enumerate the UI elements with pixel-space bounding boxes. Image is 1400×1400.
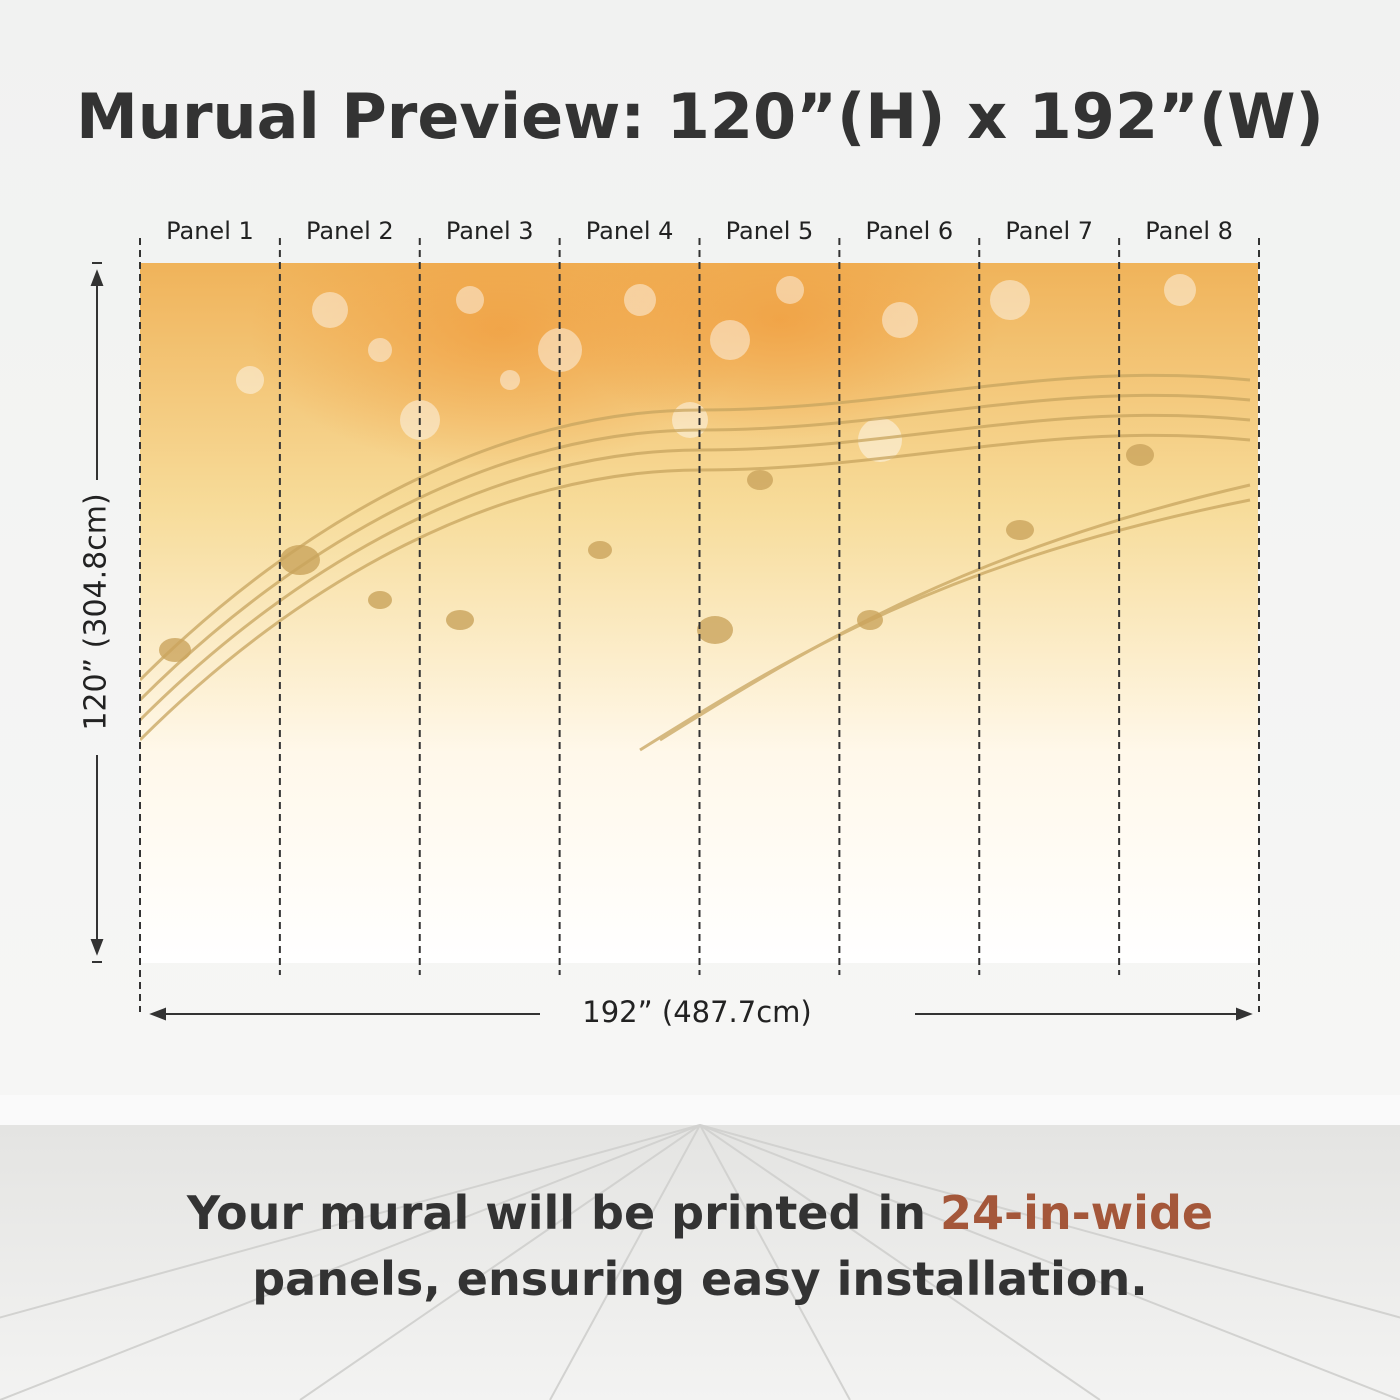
height-arrow: [90, 262, 104, 963]
panel-labels: Panel 1 Panel 2 Panel 3 Panel 4 Panel 5 Panel…: [166, 217, 1233, 245]
panel-label: Panel 6: [865, 217, 953, 245]
width-label: 192” (487.7cm): [582, 995, 811, 1029]
floor-planks: [0, 1124, 1400, 1400]
mural: [140, 263, 1258, 963]
footer-highlight: 24-in-wide: [939, 1186, 1214, 1240]
panel-label: Panel 5: [726, 217, 814, 245]
panel-dividers: [139, 238, 1260, 1012]
panel-label: Panel 7: [1005, 217, 1093, 245]
panel-label: Panel 4: [586, 217, 674, 245]
footer: Your mural will be printed in 24-in-wide …: [0, 1180, 1400, 1312]
footer-line: Your mural will be printed in 24-in-wide: [0, 1180, 1400, 1246]
floor: [0, 1125, 1400, 1400]
panel-label: Panel 3: [446, 217, 534, 245]
footer-text: panels, ensuring easy installation.: [252, 1252, 1148, 1306]
panel-label: Panel 2: [306, 217, 394, 245]
footer-text: Your mural will be printed in: [186, 1186, 926, 1240]
panel-label: Panel 1: [166, 217, 254, 245]
panel-label: Panel 8: [1145, 217, 1233, 245]
baseboard: [0, 1095, 1400, 1125]
height-label: 120” (304.8cm): [79, 493, 114, 730]
width-arrow: [149, 1007, 1253, 1021]
title: Murual Preview: 120”(H) x 192”(W): [76, 80, 1324, 153]
